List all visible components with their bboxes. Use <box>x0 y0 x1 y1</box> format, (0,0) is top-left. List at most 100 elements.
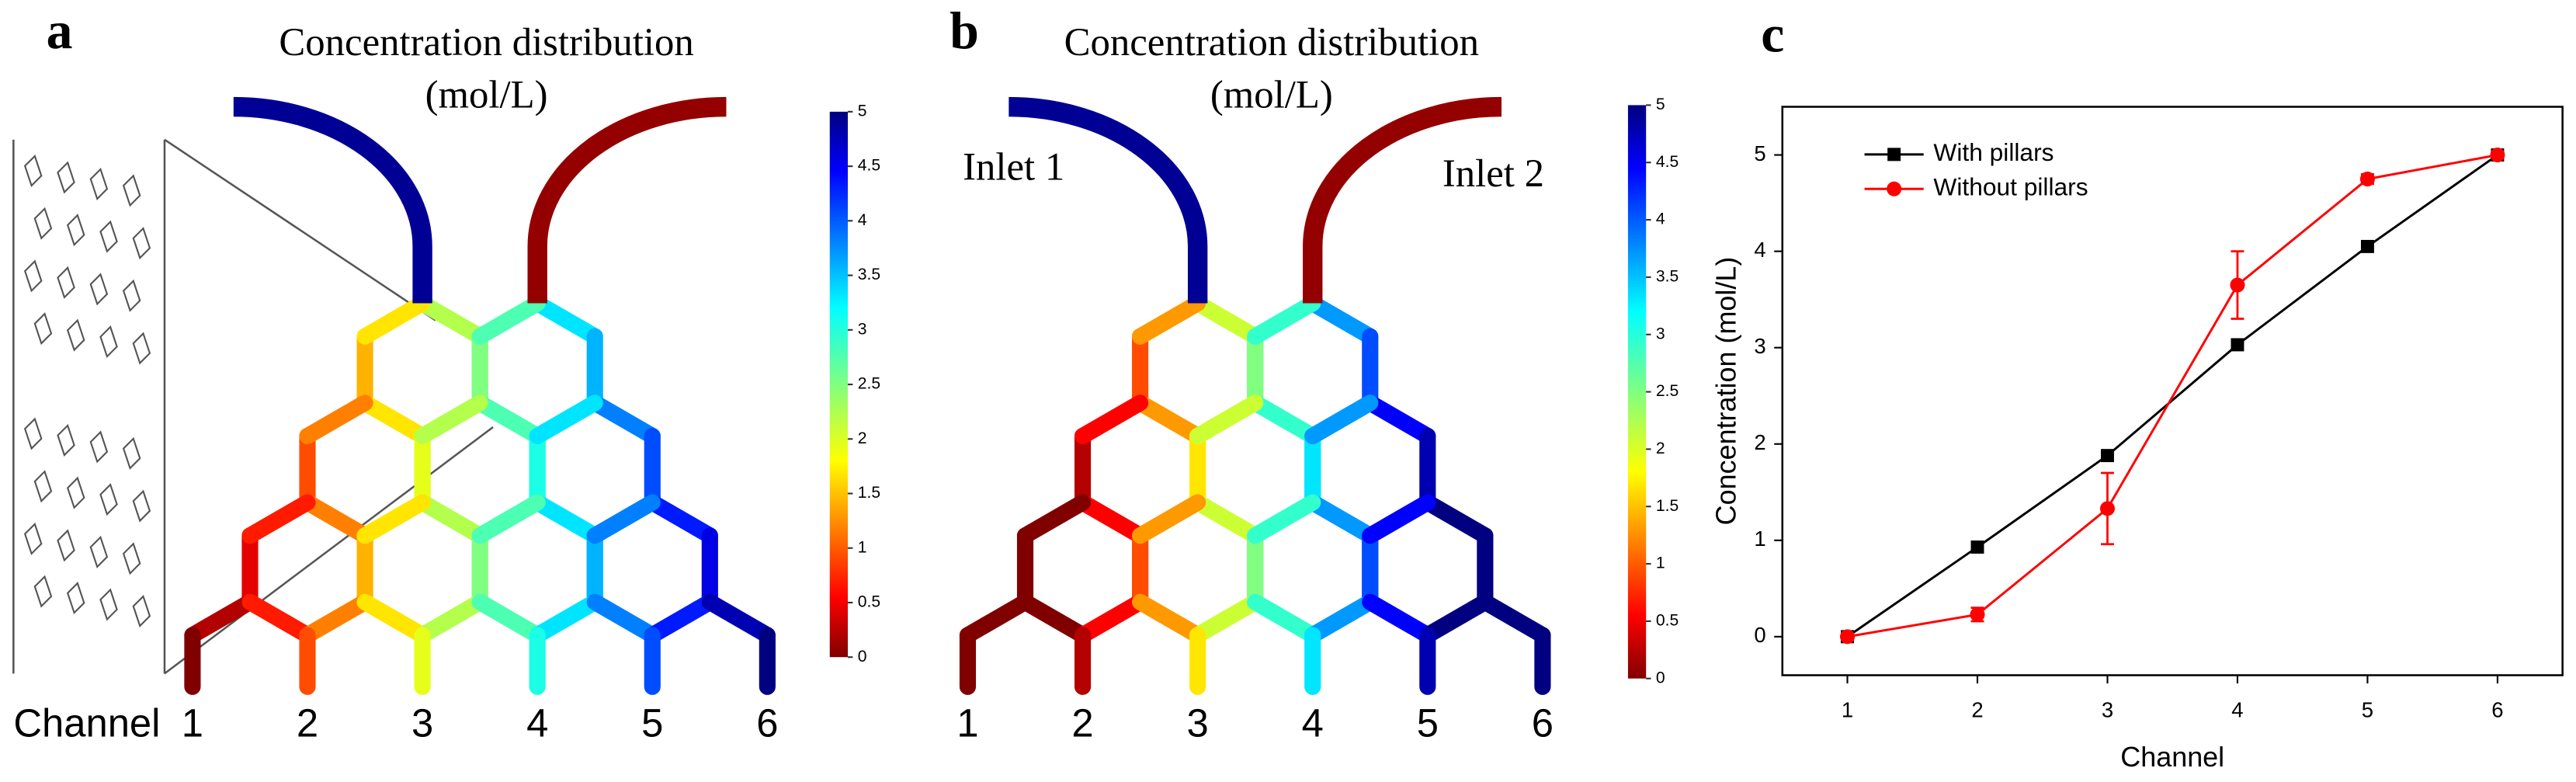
channel <box>356 494 431 544</box>
channel <box>471 494 546 544</box>
channel <box>529 593 603 644</box>
y-tick-label: 4 <box>1754 238 1765 262</box>
colorbar-label: 3.5 <box>858 266 880 283</box>
marker <box>1970 540 1984 554</box>
colorbar-label: 1 <box>858 538 867 556</box>
channel <box>241 593 316 644</box>
colorbar-label: 1 <box>1656 554 1665 572</box>
channel <box>1074 593 1149 644</box>
pillar <box>99 325 118 359</box>
channel <box>1189 494 1264 544</box>
series-line <box>1846 154 2498 638</box>
pillar <box>33 470 53 503</box>
inlet <box>1303 96 1502 304</box>
channel <box>1247 593 1321 644</box>
channel <box>299 394 373 445</box>
pillar <box>57 423 75 457</box>
colorbar <box>829 111 849 658</box>
channel-label: 5 <box>1417 700 1439 745</box>
marker <box>2359 172 2375 187</box>
colorbar-label: 4.5 <box>1656 153 1679 171</box>
legend-marker <box>1887 181 1902 196</box>
marker <box>1970 606 1985 622</box>
channel <box>959 593 1034 644</box>
channel <box>356 394 431 445</box>
channel <box>1247 294 1321 345</box>
channel <box>644 494 718 544</box>
x-tick-label: 5 <box>2362 697 2373 721</box>
colorbar-label: 2 <box>1656 440 1665 457</box>
colorbar-label: 3 <box>1656 325 1665 342</box>
panel-title: Concentration distribution <box>279 20 693 64</box>
channel-label: 1 <box>956 700 978 745</box>
channel <box>1362 494 1436 544</box>
pillar <box>33 312 53 346</box>
pillar <box>66 582 85 615</box>
pillar <box>23 417 43 450</box>
marker <box>2231 338 2244 352</box>
colorbar-label: 4 <box>858 211 867 229</box>
pillars <box>23 155 151 627</box>
legend-label: With pillars <box>1933 138 2054 166</box>
channel <box>471 593 546 644</box>
panel-unit: (mol/L) <box>1210 73 1333 116</box>
marker <box>2490 148 2505 163</box>
channel <box>701 593 776 644</box>
channel-label: 4 <box>526 700 548 745</box>
channel <box>1419 593 1494 644</box>
pillar <box>33 207 53 240</box>
channel-label: 6 <box>1532 700 1554 745</box>
channel <box>1304 294 1379 345</box>
pillar <box>66 476 85 509</box>
pillar <box>23 259 43 293</box>
pillar <box>89 430 109 464</box>
channel <box>1362 593 1436 644</box>
channel <box>1419 494 1494 544</box>
y-tick-label: 5 <box>1754 141 1765 165</box>
pillar <box>57 266 75 299</box>
channel <box>471 294 546 345</box>
channel <box>414 294 488 345</box>
colorbar <box>1627 105 1647 679</box>
channel <box>356 294 431 345</box>
channel <box>586 593 661 644</box>
channel <box>184 593 259 644</box>
colorbar-label: 3.5 <box>1656 267 1679 285</box>
panel-unit: (mol/L) <box>425 73 548 116</box>
channel <box>1189 593 1264 644</box>
channel <box>356 593 431 644</box>
y-tick-label: 0 <box>1754 623 1765 647</box>
colorbar-label: 5 <box>1656 96 1665 113</box>
channel <box>529 294 603 345</box>
channel <box>414 494 488 544</box>
channel <box>586 394 661 445</box>
channel <box>1247 394 1321 445</box>
pillar <box>57 161 75 194</box>
channel <box>414 593 488 644</box>
marker <box>2360 239 2374 253</box>
panel-label: b <box>950 2 979 60</box>
inlet-label: Inlet 2 <box>1442 151 1544 195</box>
colorbar-label: 1.5 <box>1656 497 1679 515</box>
channel-label: 2 <box>297 700 318 745</box>
marker <box>2101 449 2114 463</box>
channel-label: 5 <box>641 700 663 745</box>
pillar <box>122 174 141 207</box>
colorbar-label: 0 <box>858 648 867 666</box>
channel <box>1304 394 1379 445</box>
x-axis-label: Channel <box>2120 741 2224 773</box>
channel <box>1304 494 1379 544</box>
pillar <box>132 332 151 365</box>
pillar <box>99 483 118 516</box>
channel-title: Channel <box>13 700 160 745</box>
channel <box>471 394 546 445</box>
pillar <box>132 489 151 523</box>
colorbar-label: 0.5 <box>858 593 880 611</box>
channel <box>1132 294 1206 345</box>
pillar <box>99 588 118 621</box>
y-axis-label: Concentration (mol/L) <box>1710 257 1741 526</box>
pillar <box>57 529 75 562</box>
y-tick-label: 2 <box>1754 430 1765 454</box>
y-tick-label: 3 <box>1754 334 1765 358</box>
channel <box>1189 294 1264 345</box>
